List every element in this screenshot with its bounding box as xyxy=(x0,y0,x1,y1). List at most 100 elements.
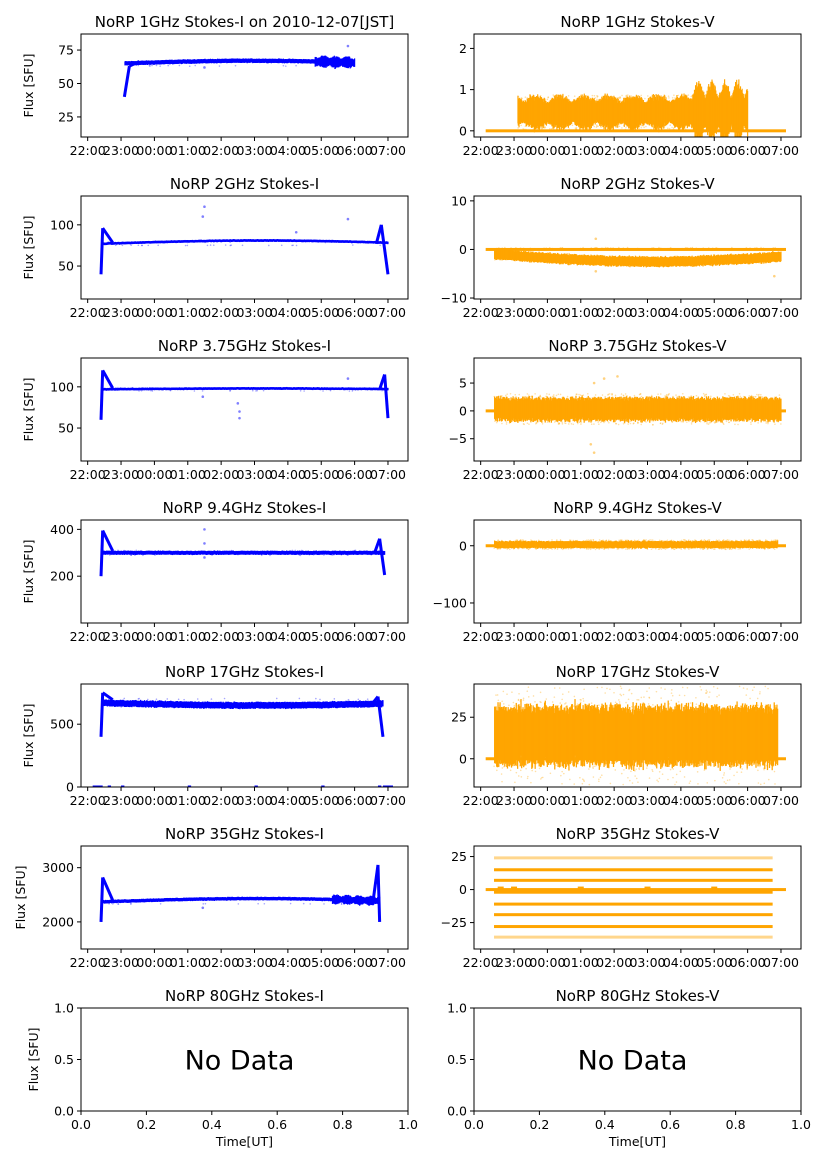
data-point xyxy=(605,541,607,549)
data-point xyxy=(319,239,321,243)
data-point xyxy=(643,541,646,549)
data-point xyxy=(774,423,776,425)
data-point xyxy=(690,259,692,262)
data-point xyxy=(299,554,302,557)
data-point xyxy=(141,700,144,708)
data-point xyxy=(535,252,537,262)
data-point xyxy=(706,541,708,548)
data-point xyxy=(275,239,278,242)
data-point xyxy=(284,551,286,555)
data-point xyxy=(271,550,274,555)
data-point xyxy=(670,540,672,548)
data-point xyxy=(155,701,157,708)
data-point xyxy=(142,241,144,244)
x-tick-label: 05:00 xyxy=(696,629,732,644)
data-point xyxy=(515,251,518,261)
x-tick-label: 03:00 xyxy=(236,305,272,320)
data-point xyxy=(312,553,315,556)
data-point xyxy=(725,540,727,542)
data-point xyxy=(604,126,606,128)
data-point xyxy=(151,387,153,391)
data-point xyxy=(596,125,598,127)
data-point xyxy=(260,554,263,557)
data-point xyxy=(555,98,558,101)
data-point xyxy=(586,97,588,100)
data-point xyxy=(520,541,522,549)
data-point xyxy=(678,395,680,419)
data-point xyxy=(174,240,177,243)
data-point xyxy=(258,387,260,390)
data-point xyxy=(167,550,169,555)
data-point xyxy=(677,540,679,548)
data-point xyxy=(184,244,187,247)
data-point xyxy=(569,254,572,264)
data-point xyxy=(738,126,740,129)
data-point xyxy=(758,393,760,396)
data-point xyxy=(308,387,310,390)
data-point xyxy=(630,540,632,548)
data-point xyxy=(668,256,671,267)
data-point xyxy=(528,251,530,261)
data-point xyxy=(571,254,573,264)
data-point xyxy=(160,700,163,707)
x-tick-label: 06:00 xyxy=(337,629,373,644)
data-point xyxy=(215,550,217,555)
data-point xyxy=(609,541,611,549)
data-point xyxy=(605,540,607,542)
data-point xyxy=(280,244,283,247)
data-point xyxy=(340,387,343,390)
data-point xyxy=(200,239,203,243)
data-point xyxy=(709,398,711,422)
data-point xyxy=(617,423,620,426)
data-point xyxy=(774,246,776,249)
data-point xyxy=(111,550,114,555)
data-point xyxy=(729,539,731,542)
data-point xyxy=(533,540,536,548)
data-point xyxy=(655,126,657,129)
data-point xyxy=(115,242,117,245)
data-point xyxy=(584,123,586,126)
data-point xyxy=(286,239,289,242)
data-point xyxy=(741,259,743,261)
data-point xyxy=(228,239,231,242)
data-point xyxy=(563,397,565,421)
data-point xyxy=(294,549,297,552)
data-point xyxy=(340,551,343,556)
data-point xyxy=(354,550,357,555)
data-point xyxy=(561,397,563,420)
data-point xyxy=(348,551,351,555)
data-point xyxy=(185,550,187,555)
x-tick-label: 00:00 xyxy=(136,305,172,320)
data-point xyxy=(742,97,744,99)
data-point xyxy=(662,422,664,425)
data-point xyxy=(567,255,570,266)
data-point xyxy=(690,258,692,261)
x-tick-label: 00:00 xyxy=(529,143,565,158)
data-point xyxy=(588,420,591,422)
data-point xyxy=(604,395,607,398)
data-point xyxy=(331,387,334,390)
data-point xyxy=(364,240,366,244)
data-point xyxy=(627,397,629,421)
data-point xyxy=(151,700,153,707)
data-point xyxy=(252,550,254,555)
data-point xyxy=(165,701,167,708)
data-point xyxy=(753,253,755,264)
data-point xyxy=(607,397,609,420)
data-point xyxy=(759,539,761,542)
data-point xyxy=(184,701,187,709)
data-point xyxy=(706,421,708,423)
data-point xyxy=(309,550,311,555)
data-point xyxy=(579,540,581,548)
data-point xyxy=(543,253,545,263)
data-point xyxy=(317,387,319,390)
data-point xyxy=(616,541,619,549)
data-point xyxy=(141,701,143,708)
data-point xyxy=(126,550,128,555)
data-point xyxy=(256,387,258,390)
data-point xyxy=(733,254,735,265)
data-point xyxy=(215,387,218,390)
data-point xyxy=(107,699,110,706)
data-point xyxy=(593,259,596,262)
data-point xyxy=(218,239,220,242)
